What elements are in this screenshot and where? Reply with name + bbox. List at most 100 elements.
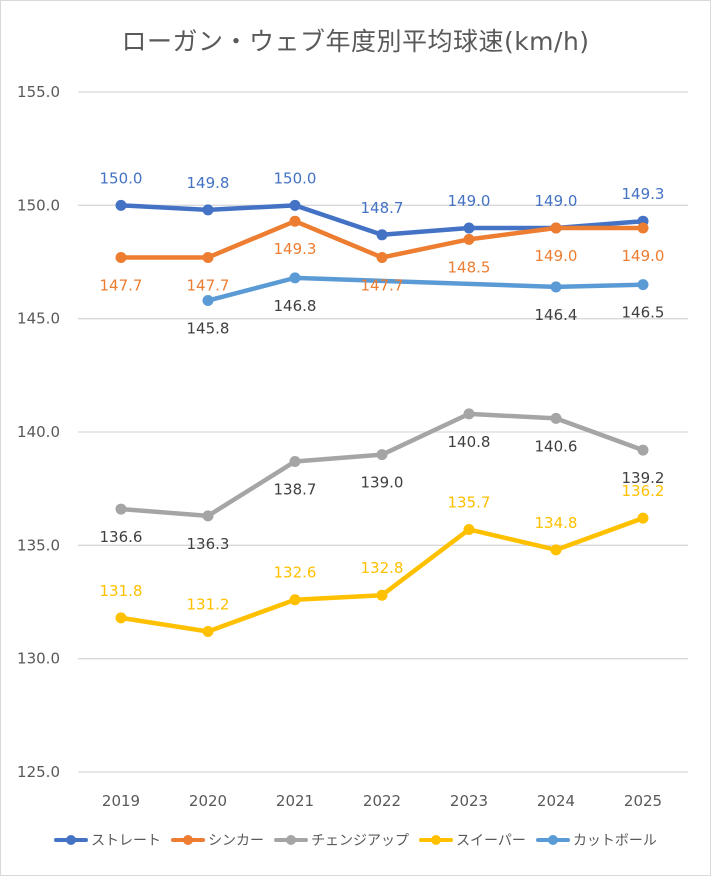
data-label: 149.3 <box>274 240 317 258</box>
data-point <box>463 222 475 234</box>
legend-marker-icon <box>274 835 309 845</box>
legend-item: チェンジアップ <box>274 830 409 850</box>
data-point <box>376 251 388 263</box>
data-point <box>202 251 214 263</box>
x-tick-label: 2020 <box>189 792 227 810</box>
data-point <box>115 612 127 624</box>
data-label: 134.8 <box>535 514 578 532</box>
legend-marker-icon <box>419 835 454 845</box>
data-label: 140.8 <box>448 433 491 451</box>
data-label: 149.8 <box>187 174 230 192</box>
legend-item: ストレート <box>54 830 161 850</box>
legend-marker-icon <box>54 835 89 845</box>
data-label: 148.7 <box>361 199 404 217</box>
data-point <box>202 510 214 522</box>
data-point <box>202 295 214 307</box>
data-point <box>376 229 388 241</box>
data-labels: 150.0 149.8 150.0 148.7 149.0 149.0 149.3 147.7… <box>100 169 665 613</box>
x-tick-label: 2022 <box>363 792 401 810</box>
data-point <box>289 455 301 467</box>
data-point <box>115 199 127 211</box>
legend-label: ストレート <box>91 833 162 849</box>
data-label: 149.3 <box>622 185 665 203</box>
data-label: 136.6 <box>100 528 143 546</box>
data-label: 150.0 <box>274 169 317 187</box>
gridlines <box>78 91 688 773</box>
legend: ストレート シンカー チェンジアップ スイーパー カットボール <box>0 830 711 850</box>
data-point <box>376 589 388 601</box>
data-point <box>115 503 127 515</box>
y-tick-label: 125.0 <box>17 763 60 781</box>
data-label: 139.0 <box>361 474 404 492</box>
y-tick-label: 135.0 <box>17 536 60 554</box>
data-label: 146.8 <box>274 297 317 315</box>
data-label: 131.8 <box>100 582 143 600</box>
data-label: 132.6 <box>274 564 317 582</box>
data-point <box>637 512 649 524</box>
legend-item: スイーパー <box>419 830 526 850</box>
data-point <box>550 544 562 556</box>
data-label: 146.5 <box>622 304 665 322</box>
data-point <box>463 233 475 245</box>
series-line-2 <box>118 411 646 519</box>
data-label: 146.4 <box>535 306 578 324</box>
legend-label: カットボール <box>572 833 657 849</box>
data-label: 140.6 <box>535 437 578 455</box>
data-label: 149.0 <box>535 192 578 210</box>
data-point <box>376 449 388 461</box>
data-point <box>550 412 562 424</box>
data-label: 135.7 <box>448 493 491 511</box>
data-label: 136.2 <box>622 482 665 500</box>
data-label: 147.7 <box>361 276 404 294</box>
x-tick-label: 2021 <box>276 792 314 810</box>
legend-label: シンカー <box>208 833 265 849</box>
data-label: 139.2 <box>622 469 665 487</box>
y-tick-label: 155.0 <box>17 83 60 101</box>
legend-label: チェンジアップ <box>311 833 410 849</box>
legend-label: スイーパー <box>456 833 526 849</box>
data-point <box>202 625 214 637</box>
data-label: 147.7 <box>100 276 143 294</box>
x-axis-tick-labels: 2019 2020 2021 2022 2023 2024 2025 <box>102 792 662 810</box>
data-label: 149.0 <box>448 192 491 210</box>
y-tick-label: 150.0 <box>17 196 60 214</box>
data-label: 145.8 <box>187 320 230 338</box>
series-line-4 <box>205 275 646 303</box>
data-label: 149.0 <box>535 247 578 265</box>
data-point <box>463 408 475 420</box>
y-tick-label: 145.0 <box>17 310 60 328</box>
y-tick-label: 130.0 <box>17 650 60 668</box>
data-point <box>550 281 562 293</box>
data-label: 147.7 <box>187 276 230 294</box>
data-point <box>289 272 301 284</box>
x-tick-label: 2019 <box>102 792 140 810</box>
y-axis-tick-labels: 125.0 130.0 135.0 140.0 145.0 150.0 155.0 <box>17 83 60 781</box>
x-tick-label: 2023 <box>450 792 488 810</box>
x-tick-label: 2024 <box>537 792 575 810</box>
data-label: 136.3 <box>187 535 230 553</box>
legend-item: カットボール <box>535 830 657 850</box>
y-tick-label: 140.0 <box>17 423 60 441</box>
data-label: 150.0 <box>100 169 143 187</box>
data-point <box>550 222 562 234</box>
x-tick-label: 2025 <box>624 792 662 810</box>
data-label: 148.5 <box>448 258 491 276</box>
legend-marker-icon <box>535 835 570 845</box>
series-lines <box>115 199 649 637</box>
data-label: 149.0 <box>622 247 665 265</box>
data-point <box>463 523 475 535</box>
data-label: 131.2 <box>187 595 230 613</box>
data-point <box>289 594 301 606</box>
data-point <box>637 279 649 291</box>
data-point <box>202 204 214 216</box>
data-point <box>637 222 649 234</box>
data-point <box>289 199 301 211</box>
legend-marker-icon <box>171 835 206 845</box>
legend-item: シンカー <box>171 830 264 850</box>
data-point <box>115 251 127 263</box>
data-label: 138.7 <box>274 480 317 498</box>
data-point <box>289 215 301 227</box>
chart-title: ローガン・ウェブ年度別平均球速(km/h) <box>121 27 590 56</box>
